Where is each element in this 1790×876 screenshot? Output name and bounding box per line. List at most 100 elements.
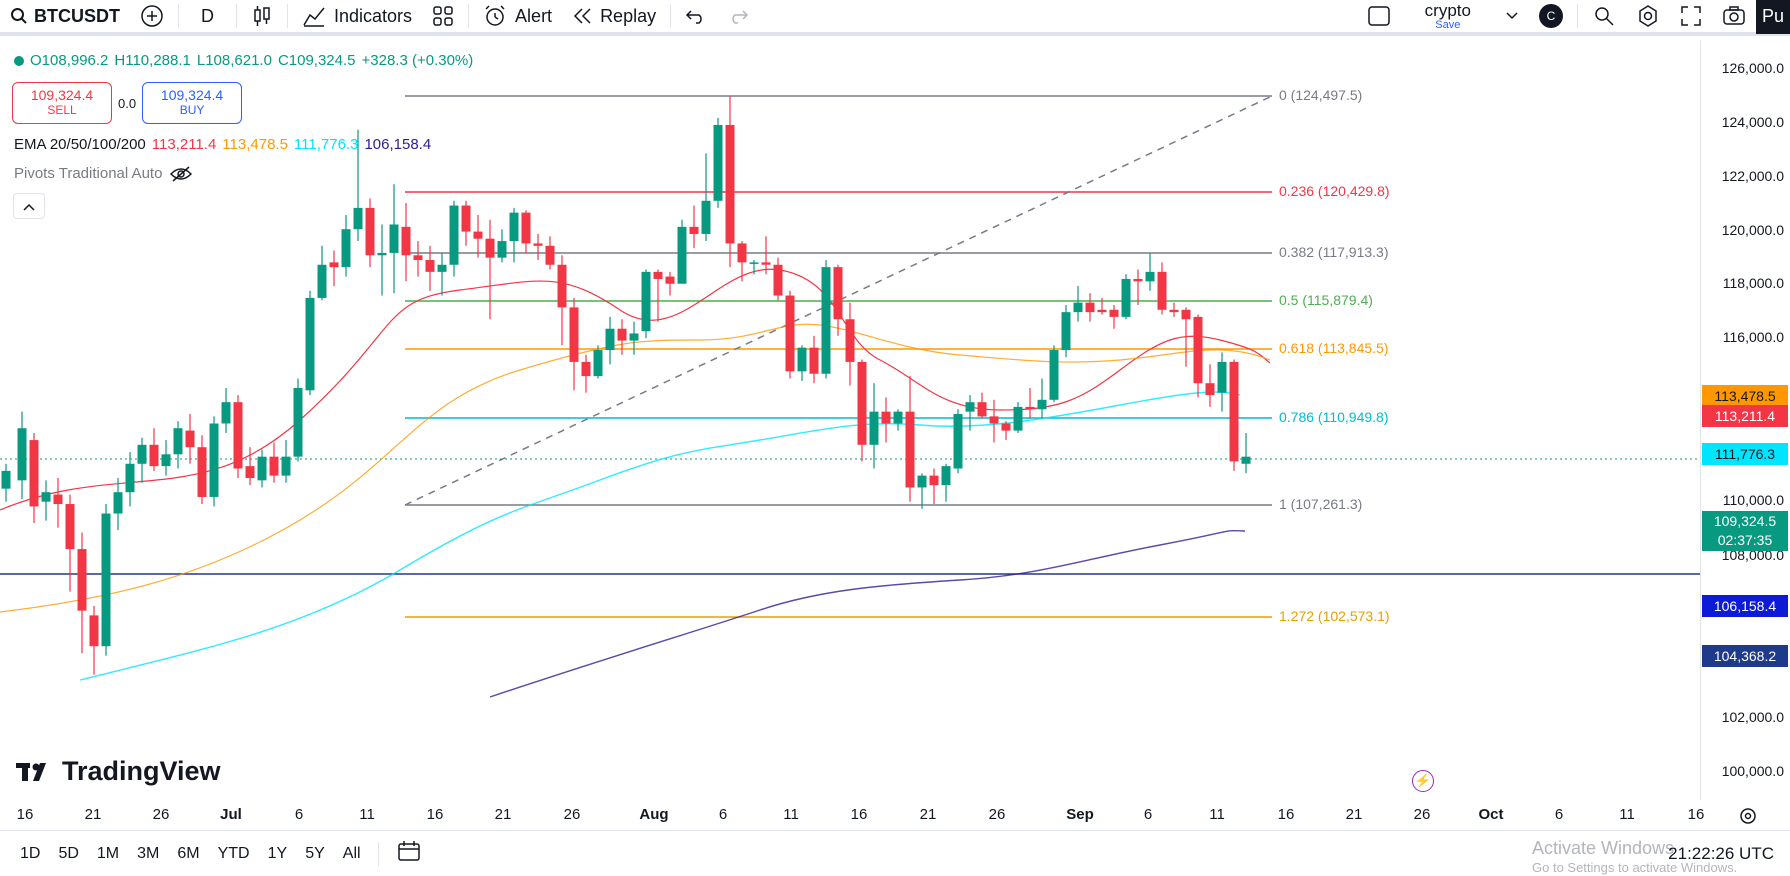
candle-body — [617, 328, 627, 341]
candle-body — [869, 411, 879, 445]
toolbar-divider — [178, 4, 179, 28]
range-button-5d[interactable]: 5D — [58, 844, 79, 862]
sell-button[interactable]: 109,324.4 SELL — [12, 82, 112, 124]
publish-button[interactable]: Pu — [1755, 0, 1790, 34]
ohlc-legend: O108,996.2 H110,288.1 L108,621.0 C109,32… — [14, 52, 473, 69]
pivots-label: Pivots Traditional Auto — [14, 165, 163, 182]
time-tick-label: 21 — [919, 806, 937, 823]
lightning-bolt-icon[interactable]: ⚡ — [1412, 770, 1434, 792]
range-button-3m[interactable]: 3M — [137, 844, 160, 862]
time-tick-label: 6 — [718, 806, 728, 823]
time-tick-label: 21 — [494, 806, 512, 823]
indicators-button[interactable]: Indicators — [292, 0, 422, 34]
hline-price-tag[interactable]: 104,368.2 — [1702, 645, 1788, 667]
ema200-price-tag[interactable]: 106,158.4 — [1702, 595, 1788, 617]
ema20-price-tag[interactable]: 113,211.4 — [1702, 405, 1788, 427]
eye-hidden-icon[interactable] — [170, 165, 193, 182]
symbol-search-button[interactable]: BTCUSDT — [0, 0, 130, 34]
candle-body — [125, 463, 135, 493]
tradingview-logo-icon — [16, 762, 46, 781]
candle-body — [509, 212, 519, 242]
range-button-1y[interactable]: 1Y — [267, 844, 288, 862]
settings-button[interactable] — [1626, 0, 1670, 34]
time-tick-label: 26 — [152, 806, 170, 823]
price-chart[interactable] — [0, 40, 1700, 800]
candle-body — [893, 411, 903, 424]
candle-body — [149, 444, 159, 467]
candle-body — [665, 276, 675, 284]
ohlc-close: C109,324.5 — [277, 52, 356, 69]
range-button-1d[interactable]: 1D — [20, 844, 41, 862]
price-tick-label: 102,000.0 — [1721, 709, 1784, 725]
time-tick-label: 16 — [1687, 806, 1705, 823]
candle-body — [785, 295, 795, 372]
range-button-all[interactable]: All — [342, 844, 361, 862]
time-tick-label: 6 — [1554, 806, 1564, 823]
price-tick-label: 126,000.0 — [1721, 60, 1784, 76]
ema50-price-tag[interactable]: 113,478.5 — [1702, 385, 1788, 407]
templates-button[interactable] — [422, 0, 464, 34]
time-tick-label: Aug — [639, 806, 669, 823]
last-price-tag[interactable]: 109,324.5 02:37:35 — [1702, 511, 1788, 551]
undo-button[interactable] — [675, 0, 717, 34]
range-button-6m[interactable]: 6M — [177, 844, 200, 862]
candle-body — [701, 200, 711, 234]
ohlc-high: H110,288.1 — [114, 52, 191, 69]
range-button-5y[interactable]: 5Y — [305, 844, 325, 862]
candle-body — [725, 124, 735, 244]
candle-body — [521, 212, 531, 244]
fullscreen-button[interactable] — [1670, 0, 1712, 34]
time-tick-label: 11 — [359, 806, 375, 823]
replay-button[interactable]: Replay — [562, 0, 666, 34]
buy-price: 109,324.4 — [160, 87, 224, 103]
snapshot-button[interactable] — [1712, 0, 1756, 34]
candle-body — [1109, 309, 1119, 317]
candle-body — [761, 262, 771, 265]
candle-body — [641, 271, 651, 332]
interval-button[interactable]: D — [183, 0, 232, 34]
candle-body — [989, 416, 999, 424]
candle-body — [425, 260, 435, 272]
ema-legend[interactable]: EMA 20/50/100/200 113,211.4 113,478.5 11… — [14, 136, 431, 153]
activate-windows-title: Activate Windows — [1532, 838, 1675, 858]
alert-button[interactable]: Alert — [473, 0, 562, 34]
candle-body — [677, 226, 687, 284]
tradingview-logo[interactable]: TradingView — [16, 756, 221, 787]
time-tick-label: 26 — [1413, 806, 1431, 823]
ema20-line — [0, 268, 1271, 511]
collapse-legend-button[interactable] — [13, 193, 45, 219]
candle-body — [749, 262, 759, 264]
candle-body — [977, 402, 987, 417]
candle-body — [653, 271, 663, 279]
candle-body — [557, 264, 567, 308]
time-tick-label: 11 — [1619, 806, 1635, 823]
gear-icon — [1740, 808, 1756, 824]
quick-search-button[interactable] — [1582, 0, 1626, 34]
chart-settings-button[interactable] — [1738, 806, 1758, 831]
avatar-button[interactable]: C — [1529, 0, 1573, 34]
redo-button[interactable] — [717, 0, 759, 34]
chevron-down-icon — [1506, 12, 1518, 20]
candle-body — [1205, 383, 1215, 396]
compare-symbol-button[interactable] — [130, 0, 174, 34]
ema100-price-tag[interactable]: 111,776.3 — [1702, 443, 1788, 465]
time-axis[interactable]: 16 21 26 Jul 6 11 16 21 26 Aug 6 11 16 21 26 Sep 6 11 16 21… — [0, 800, 1790, 830]
range-button-ytd[interactable]: YTD — [217, 844, 250, 862]
candle-body — [593, 350, 603, 377]
layout-dropdown[interactable] — [1495, 0, 1529, 34]
candle-body — [485, 238, 495, 258]
logo-text: TradingView — [62, 756, 221, 786]
go-to-date-button[interactable] — [383, 840, 435, 867]
range-button-1m[interactable]: 1M — [96, 844, 120, 862]
chart-type-button[interactable] — [241, 0, 283, 34]
ema200-value: 106,158.4 — [364, 136, 432, 153]
layout-menu-button[interactable]: crypto Save — [1401, 0, 1495, 34]
layout-checkbox[interactable] — [1357, 0, 1401, 34]
pivots-legend[interactable]: Pivots Traditional Auto — [14, 165, 193, 182]
buy-button[interactable]: 109,324.4 BUY — [142, 82, 243, 124]
candle-body — [1037, 399, 1047, 410]
fib-level-label: 0.5 (115,879.4) — [1279, 292, 1373, 308]
candle-body — [413, 255, 423, 261]
utc-clock[interactable]: 21:22:26 UTC — [1668, 844, 1774, 863]
candle-body — [821, 267, 831, 374]
